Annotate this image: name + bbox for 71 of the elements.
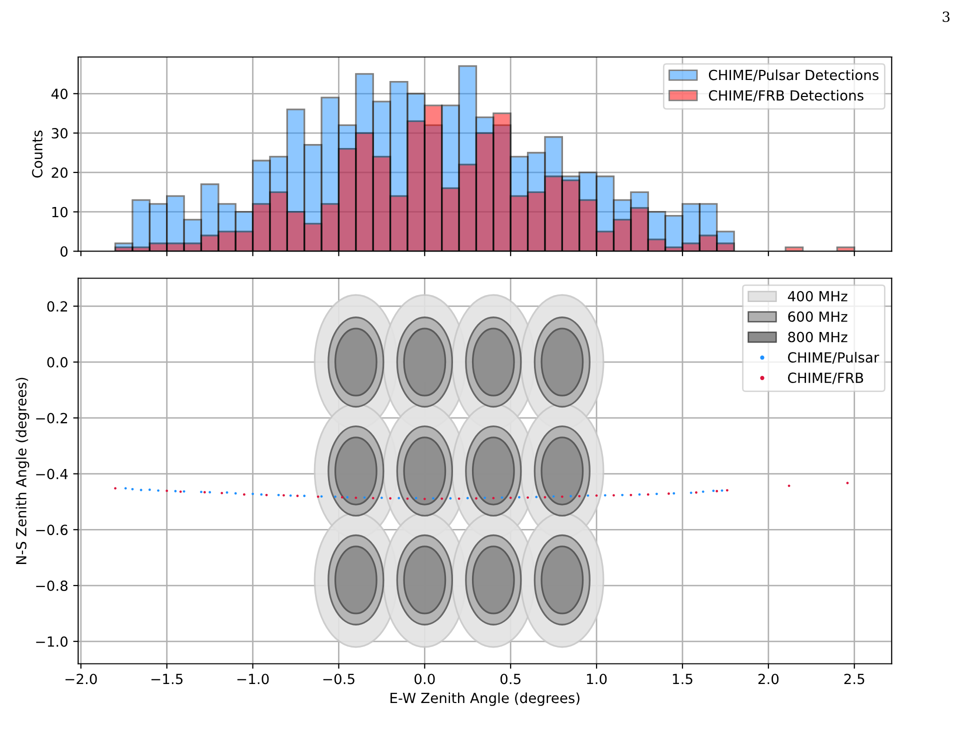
point <box>458 497 460 500</box>
point <box>174 490 177 492</box>
point <box>124 487 127 490</box>
y-tick-label: 20 <box>52 167 68 178</box>
point <box>372 496 374 500</box>
legend-label: 400 MHz <box>788 290 848 302</box>
legend-label: CHIME/FRB Detections <box>708 90 864 102</box>
x-tick-label: 0.5 <box>500 674 520 684</box>
point <box>260 493 263 496</box>
x-axis-title: E-W Zenith Angle (degrees) <box>390 692 580 706</box>
legend-label: 600 MHz <box>788 311 848 322</box>
point <box>449 497 452 500</box>
y-tick-label: −0.8 <box>36 580 68 592</box>
point <box>552 495 555 498</box>
point <box>182 490 186 493</box>
point <box>578 494 581 498</box>
legend-label: CHIME/Pulsar <box>788 352 880 364</box>
x-tick-label: 1.0 <box>587 674 607 684</box>
point <box>316 495 320 498</box>
x-tick-label: −0.5 <box>323 674 354 684</box>
point <box>702 490 704 493</box>
point <box>414 496 418 500</box>
x-tick-label: 2.5 <box>844 674 864 684</box>
y-axis-title: N-S Zenith Angle (degrees) <box>16 378 30 564</box>
point <box>406 497 409 500</box>
x-tick-label: −1.0 <box>237 674 269 684</box>
point <box>509 496 512 500</box>
point <box>289 494 292 497</box>
y-tick-label: 10 <box>52 206 68 218</box>
y-tick-label: 0 <box>60 246 68 257</box>
point <box>242 493 246 496</box>
point <box>380 496 383 500</box>
point <box>131 488 134 490</box>
text: 3 <box>942 11 950 22</box>
y-tick-label: 0.0 <box>47 357 68 368</box>
point <box>716 490 718 492</box>
point <box>492 496 495 500</box>
x-tick-label: 2.0 <box>758 674 779 684</box>
point <box>166 490 168 492</box>
point <box>440 497 444 500</box>
legend-label: 800 MHz <box>788 332 848 342</box>
point <box>484 496 486 500</box>
point <box>234 492 237 495</box>
y-tick-label: 40 <box>51 88 68 100</box>
y-tick-label: 30 <box>52 128 68 139</box>
y-tick-label: 0.2 <box>47 301 68 312</box>
point <box>466 496 469 500</box>
legend-label: CHIME/Pulsar Detections <box>708 70 878 82</box>
point <box>179 490 182 493</box>
x-tick-label: −2.0 <box>66 674 97 684</box>
y-tick-label: −1.0 <box>36 636 68 647</box>
x-tick-label: −1.5 <box>151 674 183 684</box>
point <box>646 493 650 496</box>
x-tick-label: 0.0 <box>414 674 435 684</box>
point <box>220 492 224 494</box>
x-tick-label: 1.5 <box>672 674 692 684</box>
point <box>560 495 564 498</box>
y-axis-title: Counts <box>32 130 43 178</box>
point <box>398 496 400 500</box>
point <box>354 496 358 500</box>
point <box>712 490 715 492</box>
y-tick-label: −0.4 <box>36 468 68 480</box>
point <box>672 492 676 495</box>
point <box>423 498 426 500</box>
y-tick-label: −0.6 <box>36 524 68 536</box>
point <box>296 494 299 498</box>
point <box>604 494 606 497</box>
y-tick-label: −0.2 <box>36 412 68 424</box>
legend-label: CHIME/FRB <box>788 372 864 384</box>
point <box>303 494 306 498</box>
point <box>535 496 538 498</box>
